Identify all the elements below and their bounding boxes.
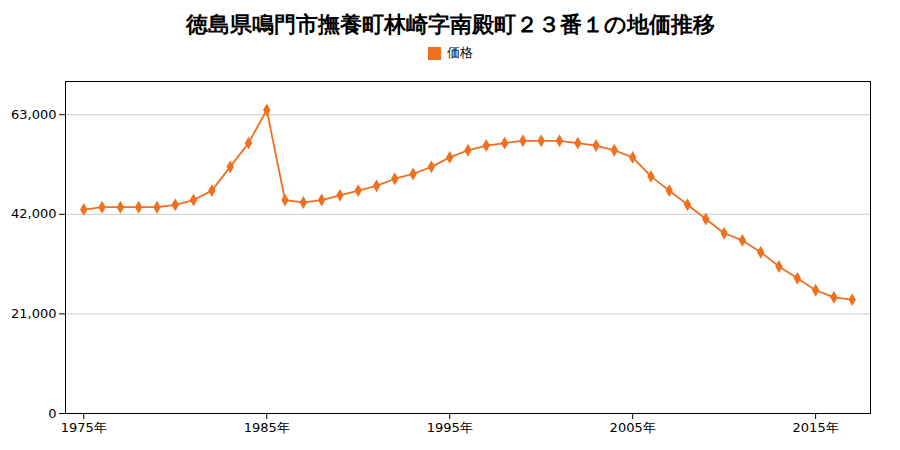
html-text:徳島県鳴門市撫養町林崎字南殿町２３番１の地価推移: 徳島県鳴門市撫養町林崎字南殿町２３番１の地価推移 — [185, 12, 715, 37]
svg-text:21,000: 21,000 — [11, 306, 57, 321]
html-text:価格: 価格 — [446, 45, 473, 60]
svg-text:0: 0 — [48, 406, 56, 421]
svg-text:42,000: 42,000 — [11, 206, 57, 221]
svg-text:1995年: 1995年 — [427, 420, 473, 435]
svg-text:1975年: 1975年 — [61, 420, 107, 435]
svg-text:1985年: 1985年 — [244, 420, 290, 435]
svg-text:2015年: 2015年 — [793, 420, 839, 435]
svg-text:63,000: 63,000 — [11, 107, 57, 122]
svg-text:2005年: 2005年 — [610, 420, 656, 435]
